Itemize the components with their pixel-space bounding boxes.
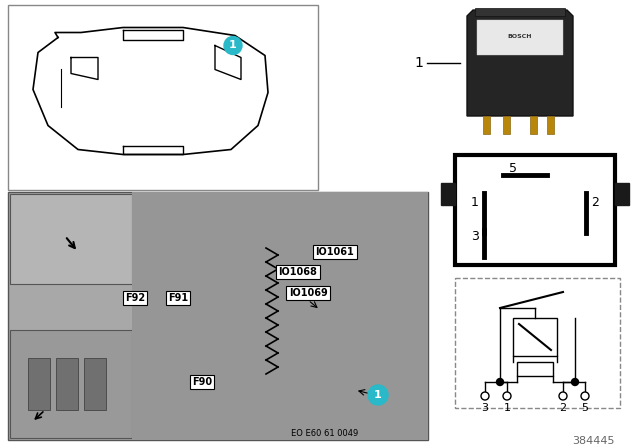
Bar: [84, 358, 106, 410]
Bar: [8, 192, 428, 440]
Text: 1: 1: [374, 390, 382, 400]
Circle shape: [481, 392, 489, 400]
Bar: [8, 5, 318, 190]
Bar: [132, 192, 428, 440]
Circle shape: [581, 392, 589, 400]
Text: IO1061: IO1061: [316, 247, 355, 257]
Text: BOSCH: BOSCH: [508, 34, 532, 39]
Polygon shape: [467, 10, 573, 116]
Bar: [513, 318, 557, 356]
Bar: [56, 358, 78, 410]
Bar: [483, 116, 490, 134]
Text: 1: 1: [471, 195, 479, 208]
Bar: [455, 155, 615, 265]
Text: F92: F92: [125, 293, 145, 303]
Text: EO E60 61 0049: EO E60 61 0049: [291, 428, 358, 438]
Circle shape: [559, 392, 567, 400]
Bar: [547, 116, 554, 134]
Text: 5: 5: [582, 403, 589, 413]
Bar: [517, 362, 553, 376]
Bar: [615, 183, 629, 205]
Text: 1: 1: [414, 56, 423, 70]
Text: 3: 3: [471, 231, 479, 244]
Bar: [475, 8, 565, 16]
Bar: [503, 116, 510, 134]
Text: 1: 1: [504, 403, 511, 413]
Circle shape: [503, 392, 511, 400]
Text: 2: 2: [559, 403, 566, 413]
Bar: [530, 116, 537, 134]
Bar: [10, 194, 132, 284]
Circle shape: [368, 385, 388, 405]
Bar: [28, 358, 50, 410]
Bar: [455, 278, 620, 408]
Text: F90: F90: [192, 377, 212, 387]
Bar: [10, 330, 132, 438]
Text: 2: 2: [591, 195, 599, 208]
Circle shape: [497, 379, 504, 385]
Bar: [477, 20, 563, 55]
Circle shape: [224, 36, 242, 55]
Text: IO1068: IO1068: [278, 267, 317, 277]
Text: 5: 5: [509, 161, 517, 175]
Bar: [441, 183, 455, 205]
Text: 3: 3: [481, 403, 488, 413]
Circle shape: [572, 379, 579, 385]
Text: IO1069: IO1069: [289, 288, 328, 298]
Text: F91: F91: [168, 293, 188, 303]
Text: 1: 1: [229, 40, 237, 51]
Text: 384445: 384445: [573, 436, 615, 446]
